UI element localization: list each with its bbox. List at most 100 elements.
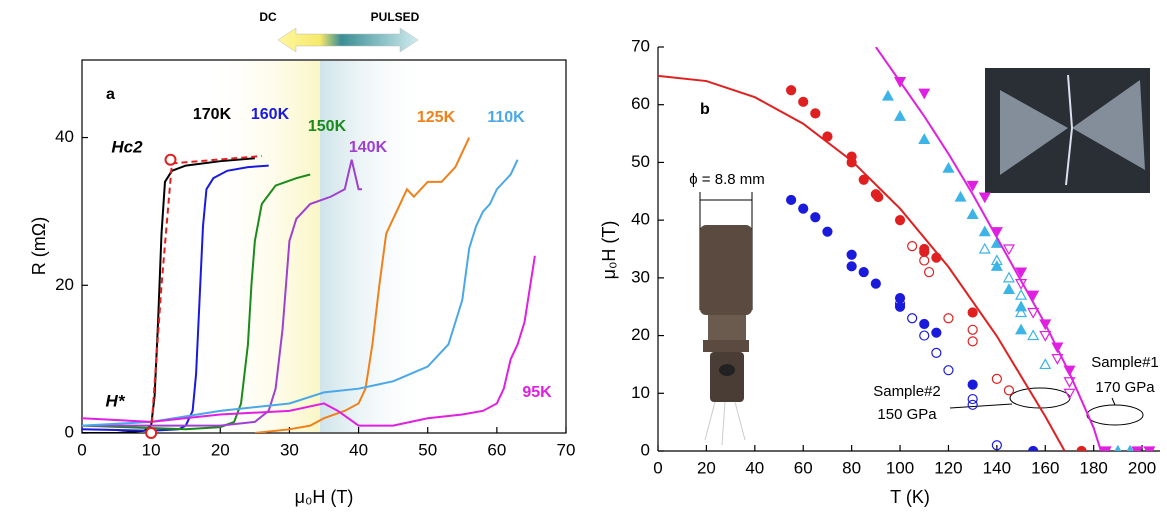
x-tick-label: 40 [349,440,368,459]
x-tick-label: 40 [745,458,764,477]
data-point [978,242,991,254]
y-tick-label: 30 [631,267,650,286]
data-point [967,379,978,390]
data-point [1114,444,1122,451]
data-point [894,215,906,226]
x-tick-label: 0 [77,440,86,459]
data-point [966,180,979,192]
data-point [1039,358,1052,370]
x-tick-label: 0 [653,458,662,477]
annotation: DC [259,10,277,24]
data-point [907,241,918,252]
data-point [967,399,978,410]
data-point [1002,244,1015,256]
data-point [1027,329,1040,341]
data-line [150,155,262,433]
data-point [942,161,955,173]
x-tick-label: 200 [1128,458,1156,477]
y-tick-label: 60 [631,94,650,113]
y-tick-label: 0 [65,422,74,441]
dc-pulsed-arrow [277,27,419,53]
data-point [919,330,930,341]
data-line [254,137,471,433]
panel-label: b [700,101,710,118]
annotation: H* [106,391,126,410]
data-point [1143,446,1156,451]
data-point [786,85,797,96]
data-point [1015,323,1028,335]
x-tick-label: 10 [142,440,161,459]
data-point [846,261,857,272]
data-line [82,173,311,431]
data-line [82,255,536,427]
panel-a-background [206,61,430,432]
data-point [919,246,930,257]
data-point [822,131,833,142]
data-line [658,74,1066,451]
data-point [881,89,894,101]
annotation: ϕ = 8.8 mm [689,171,765,188]
data-point [967,307,978,318]
micrograph [985,68,1150,193]
x-tick-label: 30 [280,440,299,459]
data-point [918,133,931,144]
data-point [858,174,869,185]
data-point [907,313,918,324]
data-point [1015,288,1028,300]
data-point [810,212,821,223]
x-tick-label: 140 [983,458,1011,477]
y-axis-label: μ₀H (T) [599,221,619,280]
data-point [1051,354,1064,365]
data-point [873,191,884,203]
data-line [82,159,363,427]
data-line [875,47,1102,451]
x-tick-label: 50 [418,440,437,459]
data-point [846,249,857,260]
x-tick-label: 60 [794,458,813,477]
y-tick-label: 20 [55,275,74,294]
series-label: 110K [487,109,525,126]
data-point [1015,306,1028,318]
data-point [1002,271,1015,283]
data-point [923,266,935,278]
series-label: 170K [193,106,232,123]
data-point [894,110,907,121]
y-tick-label: 40 [631,210,650,229]
y-tick-label: 50 [631,152,650,171]
data-point [798,96,809,107]
data-point [1076,445,1087,451]
data-point [918,88,931,100]
data-point [967,324,978,335]
data-point [822,226,833,237]
data-point [1027,290,1040,302]
plot-area [82,137,536,433]
cell-photo [699,192,753,446]
x-tick-label: 160 [1031,458,1059,477]
data-point [978,192,991,204]
data-point [978,225,991,237]
data-point [990,254,1003,266]
data-point [1003,385,1015,396]
data-point [919,318,930,330]
data-point [1099,446,1112,451]
data-point [967,336,978,347]
data-point [810,108,821,119]
y-tick-label: 10 [631,383,650,402]
data-point [894,301,906,312]
data-point [1028,445,1039,451]
data-point [954,190,967,202]
data-point [1015,267,1028,279]
annotation: Sample#1 [1091,354,1159,371]
data-point [1126,444,1134,451]
x-tick-label: 20 [211,440,230,459]
data-point [894,298,906,309]
series-label: 125K [417,109,456,126]
y-tick-label: 20 [631,325,650,344]
x-tick-label: 180 [1079,458,1107,477]
data-point [1015,300,1028,312]
series-label: 160K [251,106,290,123]
x-tick-label: 100 [886,458,914,477]
plot-area [658,47,1156,451]
annotation-point [164,153,177,166]
